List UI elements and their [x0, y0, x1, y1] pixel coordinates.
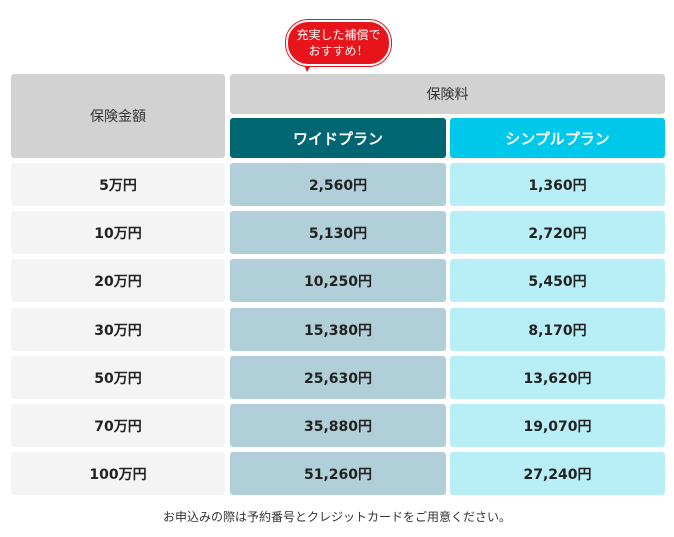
amount-cell: 50万円	[11, 356, 225, 399]
footnote: お申込みの際は予約番号とクレジットカードをご用意ください。	[162, 510, 511, 524]
wide-price-cell: 25,630円	[230, 356, 446, 399]
simple-price-cell: 2,720円	[450, 211, 665, 254]
wide-price-cell: 35,880円	[230, 404, 446, 447]
wide-price-cell: 15,380円	[230, 308, 446, 351]
header-insurance-amount: 保険金額	[11, 74, 225, 158]
wide-price-cell: 2,560円	[230, 163, 446, 206]
wide-price-cell: 10,250円	[230, 259, 446, 302]
simple-price-cell: 19,070円	[450, 404, 665, 447]
simple-price-cell: 8,170円	[450, 308, 665, 351]
amount-cell: 30万円	[11, 308, 225, 351]
simple-price-cell: 27,240円	[450, 452, 665, 495]
header-premium: 保険料	[230, 74, 665, 114]
plan-header-simple: シンプルプラン	[450, 118, 665, 158]
wide-price-cell: 51,260円	[230, 452, 446, 495]
simple-price-cell: 1,360円	[450, 163, 665, 206]
amount-cell: 20万円	[11, 259, 225, 302]
amount-cell: 10万円	[11, 211, 225, 254]
plan-header-wide: ワイドプラン	[230, 118, 446, 158]
amount-cell: 5万円	[11, 163, 225, 206]
recommend-badge-line1: 充実した補償で	[296, 28, 381, 42]
simple-price-cell: 5,450円	[450, 259, 665, 302]
simple-price-cell: 13,620円	[450, 356, 665, 399]
wide-price-cell: 5,130円	[230, 211, 446, 254]
recommend-badge-line2: おすすめ！	[308, 44, 369, 58]
amount-cell: 100万円	[11, 452, 225, 495]
recommend-badge: 充実した補償で おすすめ！	[286, 20, 391, 66]
amount-cell: 70万円	[11, 404, 225, 447]
